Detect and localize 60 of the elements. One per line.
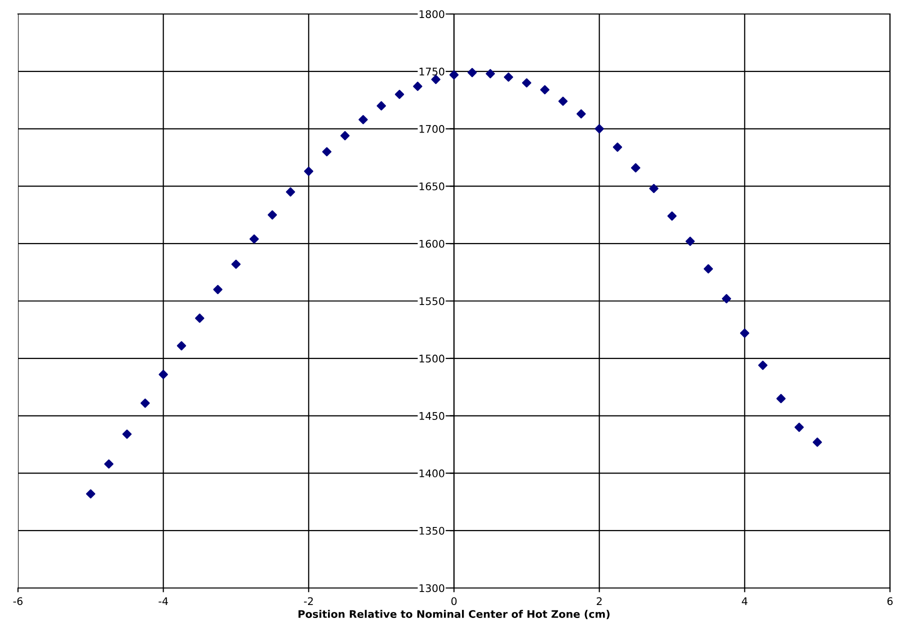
point — [504, 72, 514, 82]
point — [394, 90, 404, 99]
point — [176, 341, 186, 350]
point — [722, 294, 732, 304]
point — [86, 489, 96, 498]
y-tick-label: 1600 — [420, 240, 444, 248]
y-tick-label: 1750 — [420, 68, 444, 76]
point — [340, 131, 350, 140]
y-tick-label: 1300 — [420, 584, 444, 592]
point — [686, 236, 695, 246]
y-tick-label: 1650 — [420, 182, 444, 190]
y-tick-label: 1400 — [420, 469, 444, 478]
point — [213, 284, 222, 294]
y-tick-label: 1350 — [420, 526, 444, 535]
point — [158, 370, 168, 380]
point — [468, 68, 477, 78]
point — [250, 234, 259, 244]
point — [304, 166, 314, 176]
point — [540, 85, 550, 94]
point — [431, 74, 440, 84]
y-tick-label: 1800 — [420, 10, 444, 18]
x-tick-label: 0 — [451, 597, 457, 606]
point — [195, 314, 204, 323]
point — [376, 101, 386, 110]
point — [486, 69, 495, 78]
point — [776, 394, 786, 404]
point — [631, 163, 640, 172]
point — [758, 360, 768, 370]
point — [104, 459, 114, 469]
point — [449, 70, 459, 80]
point — [358, 114, 368, 124]
point — [558, 96, 568, 106]
point — [413, 82, 422, 91]
point — [740, 328, 750, 338]
point — [794, 422, 804, 432]
point — [594, 124, 604, 134]
y-tick-label: 1500 — [420, 354, 444, 363]
point — [322, 147, 332, 156]
x-tick-label: -6 — [13, 597, 23, 606]
y-tick-label: 1450 — [420, 412, 444, 420]
point — [140, 398, 150, 408]
y-tick-label: 1550 — [420, 297, 444, 306]
point — [649, 184, 658, 194]
x-tick-label: -2 — [304, 597, 313, 605]
point — [576, 109, 586, 118]
x-tick-label: -4 — [158, 597, 168, 605]
point — [704, 264, 713, 274]
point — [667, 211, 677, 221]
point — [612, 142, 622, 152]
point — [122, 430, 132, 439]
x-axis-title: Position Relative to Nominal Center of Hot Zone (cm) — [298, 610, 610, 620]
point — [286, 187, 296, 197]
x-tick-label: 2 — [596, 597, 602, 605]
point — [268, 210, 277, 220]
point — [812, 438, 822, 447]
point — [231, 260, 241, 269]
x-tick-label: 4 — [742, 597, 748, 605]
x-tick-label: 6 — [887, 597, 893, 606]
y-tick-label: 1700 — [420, 125, 444, 133]
point — [522, 78, 532, 88]
